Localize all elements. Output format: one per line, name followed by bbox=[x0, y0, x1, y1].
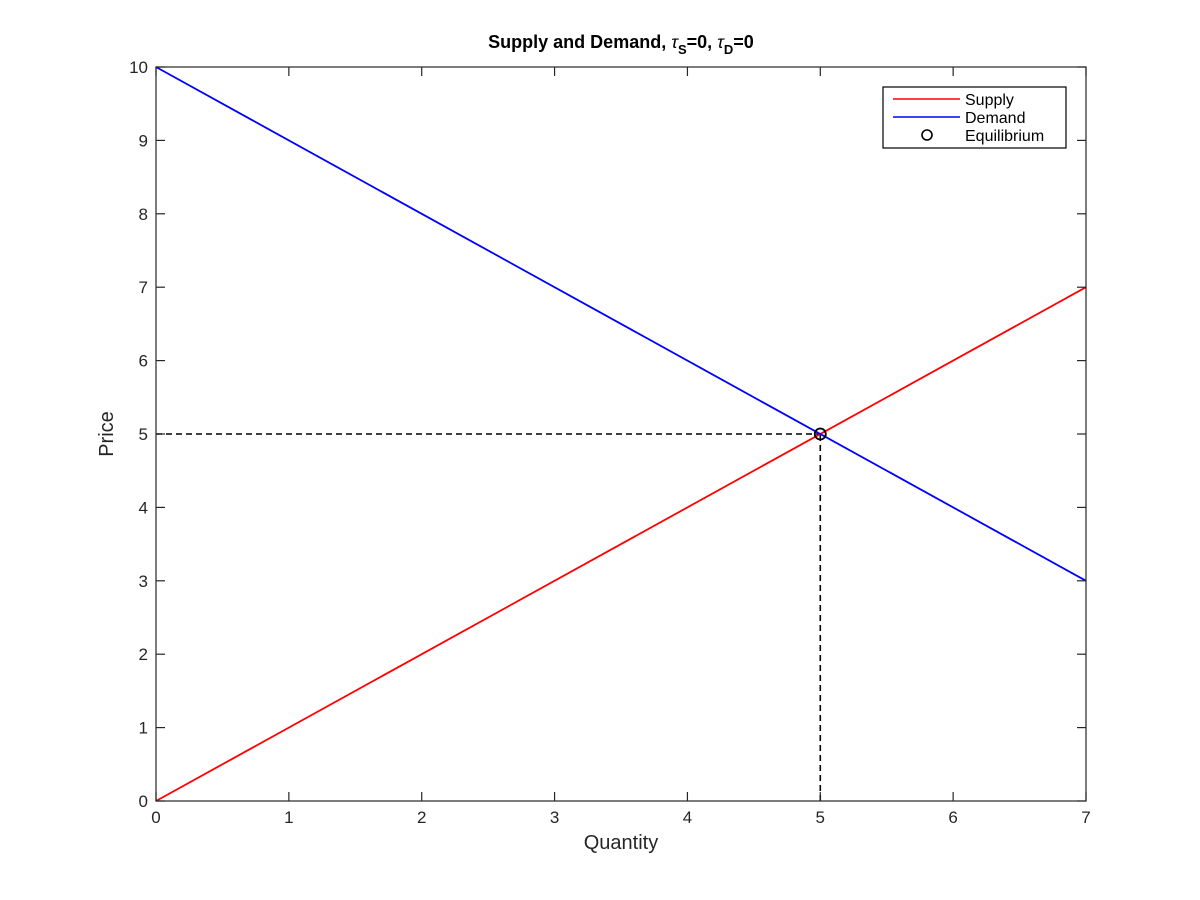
y-tick-label: 4 bbox=[139, 498, 148, 517]
supply-line bbox=[155, 286, 1087, 802]
y-tick-label: 7 bbox=[139, 278, 148, 297]
series-layer bbox=[155, 66, 1087, 802]
legend: Supply Demand Equilibrium bbox=[882, 86, 1067, 149]
y-tick-label: 6 bbox=[139, 352, 148, 371]
y-tick-label: 5 bbox=[139, 425, 148, 444]
reference-lines bbox=[156, 433, 822, 801]
y-tick-label: 8 bbox=[139, 205, 148, 224]
legend-equilibrium-label: Equilibrium bbox=[965, 128, 1044, 145]
x-tick-label: 4 bbox=[683, 808, 692, 827]
tau-s-symbol: τ bbox=[671, 32, 679, 52]
demand-line bbox=[155, 66, 1087, 582]
x-tick-label: 2 bbox=[417, 808, 426, 827]
x-tick-label: 3 bbox=[550, 808, 559, 827]
y-tick-label: 10 bbox=[129, 58, 148, 77]
x-tick-label: 6 bbox=[948, 808, 957, 827]
equilibrium-marker bbox=[813, 427, 827, 441]
y-tick-label: 3 bbox=[139, 572, 148, 591]
x-axis-ticks: 0 1 2 3 4 5 6 7 bbox=[151, 67, 1091, 827]
y-tick-label: 1 bbox=[139, 719, 148, 738]
x-tick-label: 7 bbox=[1081, 808, 1090, 827]
y-axis-label: Price bbox=[96, 411, 118, 457]
legend-demand-label: Demand bbox=[965, 110, 1025, 127]
x-tick-label: 5 bbox=[816, 808, 825, 827]
y-tick-label: 2 bbox=[139, 645, 148, 664]
tau-s-subscript: S bbox=[678, 42, 687, 57]
y-axis-ticks: 0 1 2 3 4 5 6 7 8 9 10 bbox=[129, 58, 1086, 811]
legend-equilibrium-marker bbox=[921, 129, 933, 141]
x-tick-label: 0 bbox=[151, 808, 160, 827]
chart-title: Supply and Demand, τS=0, τD=0 bbox=[488, 32, 754, 57]
tau-d-subscript: D bbox=[724, 42, 733, 57]
x-axis-label: Quantity bbox=[584, 832, 658, 854]
marker-layer bbox=[813, 427, 827, 441]
y-tick-label: 0 bbox=[139, 792, 148, 811]
y-tick-label: 9 bbox=[139, 131, 148, 150]
x-tick-label: 1 bbox=[284, 808, 293, 827]
legend-supply-label: Supply bbox=[965, 92, 1014, 109]
tau-d-symbol: τ bbox=[717, 32, 725, 52]
